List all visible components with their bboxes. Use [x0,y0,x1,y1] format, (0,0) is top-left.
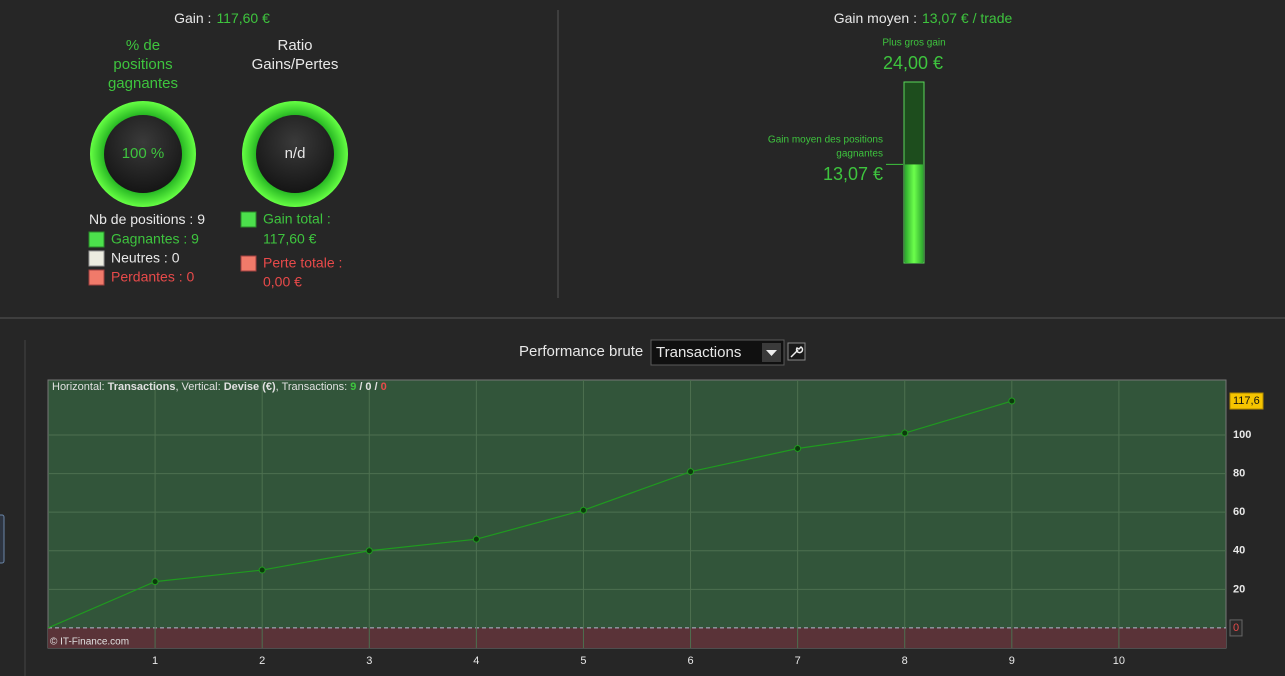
info-part: Horizontal: [52,381,105,393]
data-point [365,547,373,555]
y-tick-label: 60 [1233,506,1245,518]
value: 9 [197,211,205,227]
gauge-title: Gains/Pertes [252,56,339,73]
value-marker-label: 117,6 [1233,395,1260,407]
copyright: © IT-Finance.com [50,637,129,648]
legend-label: Neutres : 0 [111,250,180,266]
y-tick-label: 80 [1233,467,1245,479]
max-title: Plus gros gain [882,38,945,49]
side-handle[interactable] [0,514,5,564]
gauge-title: Ratio [277,37,312,54]
x-tick-label: 3 [366,655,372,667]
legend-label: Perte totale : [263,255,342,271]
legend-swatch [88,269,105,286]
gauge-value: 100 % [122,145,165,162]
select-box[interactable] [650,339,785,366]
info-part: , Transactions: [276,381,348,393]
avg-title: Gain moyen des positions [768,135,883,146]
x-tick-label: 5 [580,655,586,667]
gain-heading: Gain : 117,60 € [174,10,270,26]
y-tick-label: 100 [1233,429,1251,441]
data-point [794,444,802,452]
x-tick-label: 1 [152,655,158,667]
legend-swatch [240,211,257,228]
x-tick-label: 4 [473,655,479,667]
legend-swatch [88,250,105,267]
average-heading: Gain moyen : 13,07 € / trade [834,10,1013,26]
gauge-core [104,115,182,193]
info-part: / [375,381,378,393]
info-part: 0 [381,381,387,393]
data-point [472,535,480,543]
negative-zone [48,627,1226,648]
wrench-icon [790,346,804,358]
legend-swatch [88,231,105,248]
x-tick-label: 2 [259,655,265,667]
data-point [1008,397,1016,405]
gauge-title: % de [126,37,160,54]
y-tick-label: 40 [1233,545,1245,557]
data-point [687,468,695,476]
value: 117,60 € [216,10,270,26]
x-tick-label: 9 [1009,655,1015,667]
data-point [901,429,909,437]
info-part: Devise (€) [224,381,276,393]
legend-label: Gagnantes : 9 [111,231,199,247]
data-point [579,506,587,514]
max-value: 24,00 € [883,53,943,73]
label: Gain : [174,10,211,26]
avg-title: gagnantes [836,149,883,160]
value-marker-label: 0 [1233,622,1239,634]
plot-area [47,379,1227,649]
legend-value: 117,60 € [263,231,317,247]
x-tick-label: 8 [902,655,908,667]
label: Gain moyen : [834,10,917,26]
info-part: 0 [365,381,371,393]
y-tick-label: 20 [1233,583,1245,595]
chart-info: Horizontal: Transactions, Vertical: Devise… [52,381,387,393]
section-title: Performance brute [519,343,643,360]
info-part: , Vertical: [175,381,220,393]
label: Nb de positions : [89,211,193,227]
positions: Nb de positions :9 [89,211,205,227]
gauge-core [256,115,334,193]
legend-label: Perdantes : 0 [111,269,194,285]
data-point [258,566,266,574]
info-part: Transactions [108,381,176,393]
dropdown-arrow [766,350,777,356]
legend-swatch [240,255,257,272]
x-tick-label: 6 [687,655,693,667]
data-point [151,578,159,586]
info-part: 9 [350,381,356,393]
x-tick-label: 7 [795,655,801,667]
info-part: / [359,381,362,393]
value: 13,07 € / trade [922,10,1013,26]
legend-label: Gain total : [263,211,331,227]
avg-value: 13,07 € [823,164,883,184]
gauge-title: positions [113,56,172,73]
legend-value: 0,00 € [263,274,302,290]
gauge-title: gagnantes [108,75,178,92]
value-marker [1229,619,1243,637]
x-tick-label: 10 [1113,655,1125,667]
value-marker [1229,392,1264,410]
bar-fill [905,164,923,263]
select-value: Transactions [656,344,741,361]
gauge-value: n/d [285,145,306,162]
data-line [47,400,1012,629]
